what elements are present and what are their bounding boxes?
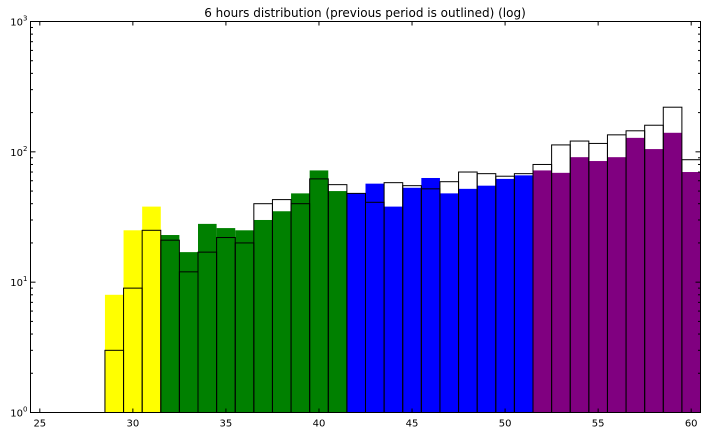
x-tick-label: 45 [406, 419, 419, 430]
current-period-bars [104, 132, 701, 413]
bar-current-51 [514, 175, 533, 413]
bar-current-60 [681, 172, 701, 413]
x-tick-label: 60 [685, 419, 698, 430]
x-tick-label: 50 [499, 419, 512, 430]
x-tick-label: 55 [592, 419, 605, 430]
bar-current-31 [142, 206, 161, 413]
x-tick-label: 35 [220, 419, 233, 430]
y-tick-label: 102 [10, 145, 27, 159]
bar-current-37 [253, 219, 273, 413]
x-tick-label: 30 [126, 419, 139, 430]
bar-current-58 [644, 149, 664, 413]
chart-title: 6 hours distribution (previous period is… [204, 6, 526, 20]
x-tick-label: 40 [313, 419, 326, 430]
bar-current-52 [533, 170, 552, 413]
x-tick-label: 25 [33, 419, 46, 430]
y-tick-label: 100 [10, 406, 27, 420]
bar-current-46 [421, 177, 440, 413]
bar-current-41 [328, 191, 347, 413]
bar-current-48 [458, 188, 478, 413]
bar-current-50 [495, 178, 515, 413]
y-tick-label: 101 [10, 275, 27, 289]
bar-current-36 [235, 230, 254, 413]
bar-current-56 [607, 157, 627, 413]
bar-current-38 [272, 211, 292, 413]
bar-current-39 [291, 193, 310, 413]
bar-current-32 [160, 235, 180, 413]
x-tick-labels: 25 30 35 40 45 50 55 60 [33, 419, 697, 430]
bar-current-59 [663, 132, 682, 413]
bar-current-29 [104, 294, 124, 413]
bar-current-30 [123, 230, 143, 413]
y-tick-labels: 100 101 102 103 [10, 15, 27, 420]
bar-current-45 [402, 187, 422, 413]
y-tick-label: 103 [10, 15, 27, 29]
bar-current-44 [384, 206, 403, 413]
bar-current-57 [626, 137, 645, 413]
bar-current-55 [588, 161, 608, 413]
bar-current-40 [309, 170, 329, 413]
plot-frame [30, 21, 701, 413]
bar-current-49 [477, 185, 496, 413]
bar-current-33 [179, 252, 198, 413]
bar-current-53 [551, 172, 571, 413]
bar-current-47 [439, 193, 459, 413]
bar-current-43 [365, 183, 385, 413]
bar-current-54 [570, 157, 589, 413]
bar-current-35 [216, 228, 236, 413]
bar-current-42 [346, 193, 366, 413]
bar-current-34 [198, 223, 217, 413]
